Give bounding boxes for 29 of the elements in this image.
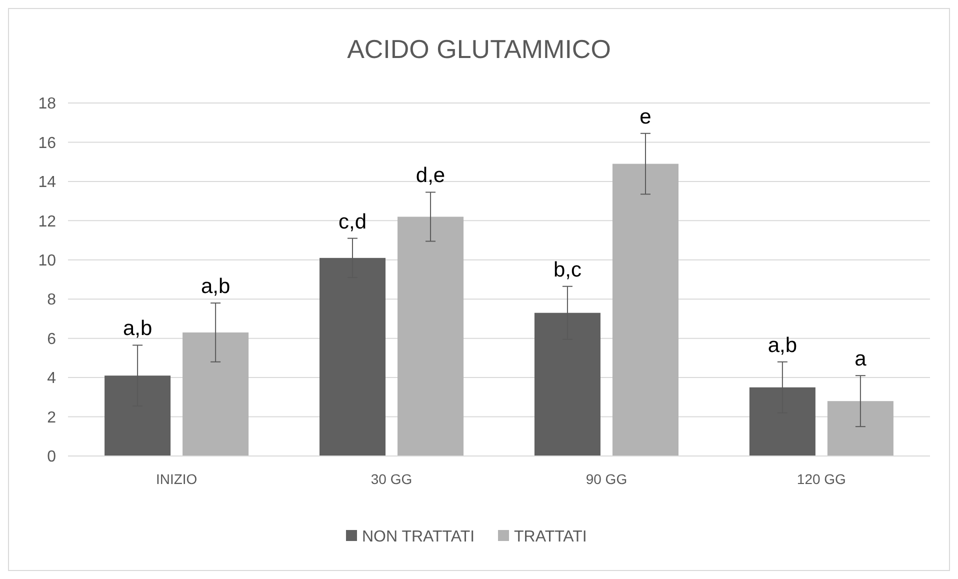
bar (182, 332, 249, 456)
x-tick-label: 30 GG (370, 471, 412, 487)
x-tick-label: INIZIO (156, 471, 198, 487)
x-tick-label: 90 GG (586, 471, 628, 487)
x-tick-label: 120 GG (796, 471, 846, 487)
y-tick-label: 18 (38, 96, 56, 113)
legend-label: TRATTATI (514, 528, 587, 546)
y-tick-label: 6 (47, 330, 56, 348)
y-tick-label: 0 (47, 448, 56, 466)
y-tick-label: 4 (47, 370, 56, 388)
data-label: a,b (122, 317, 152, 340)
bar (827, 401, 894, 456)
y-tick-label: 16 (38, 134, 56, 152)
y-tick-label: 12 (38, 213, 56, 230)
bar (612, 164, 678, 456)
y-tick-label: 8 (47, 292, 56, 309)
legend-label: NON TRATTATI (362, 528, 475, 546)
y-tick-label: 2 (47, 409, 56, 426)
y-tick-label: 14 (38, 174, 56, 192)
data-label: d,e (416, 164, 446, 188)
data-label: a (854, 348, 867, 371)
data-label: b,c (553, 258, 582, 282)
data-label: a,b (200, 275, 230, 298)
data-label: a,b (768, 334, 798, 357)
chart-title: ACIDO GLUTAMMICO (347, 34, 611, 64)
data-label: c,d (338, 210, 367, 234)
data-label: e (640, 105, 652, 128)
y-tick-label: 10 (38, 252, 56, 270)
bar (398, 216, 464, 456)
